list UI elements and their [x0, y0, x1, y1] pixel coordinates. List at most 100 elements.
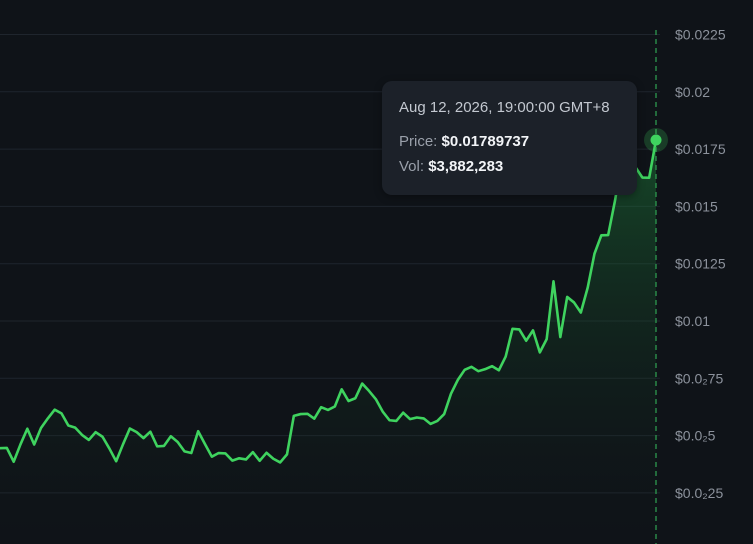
data-point [579, 311, 583, 315]
data-point [217, 451, 221, 455]
data-point [176, 440, 180, 444]
data-point [101, 435, 105, 439]
data-point [312, 417, 316, 421]
data-point [39, 426, 43, 430]
data-point [586, 286, 590, 290]
data-point [353, 396, 357, 400]
data-point [565, 295, 569, 299]
data-point [524, 339, 528, 343]
y-tick-label: $0.0175 [675, 141, 726, 157]
data-point [114, 459, 118, 463]
tooltip-volume-value: $3,882,283 [428, 158, 504, 175]
hover-point-marker[interactable] [650, 134, 662, 146]
data-point [401, 411, 405, 415]
y-tick-label: $0.0225 [675, 27, 726, 43]
data-point [531, 328, 535, 332]
data-point [347, 399, 351, 403]
data-point [306, 412, 310, 416]
data-point [558, 335, 562, 339]
data-point [5, 446, 9, 450]
price-area-fill [0, 139, 656, 544]
data-point [196, 429, 200, 433]
data-point [183, 449, 187, 453]
data-point [169, 434, 173, 438]
data-point [142, 436, 146, 440]
data-point [470, 365, 474, 369]
data-point [258, 459, 262, 463]
data-point [87, 438, 91, 442]
y-tick-label: $0.0125 [675, 256, 726, 272]
data-point [640, 176, 644, 180]
data-point [244, 457, 248, 461]
tooltip-price-row: Price: $0.01789737 [399, 133, 637, 150]
data-point [60, 411, 64, 415]
y-tick-label: $0.0₂75 [675, 370, 723, 386]
data-point [265, 451, 269, 455]
data-point [572, 300, 576, 304]
y-axis: $0.0225 $0.02 $0.0175 $0.015 $0.0125 $0.01 $0.… [675, 27, 726, 501]
data-point [647, 176, 651, 180]
y-tick-label: $0.01 [675, 313, 710, 329]
data-point [148, 430, 152, 434]
tooltip-price-value: $0.01789737 [441, 133, 530, 150]
data-point [340, 387, 344, 391]
data-point [422, 416, 426, 420]
data-point [299, 412, 303, 416]
data-point [504, 355, 508, 359]
data-point [25, 427, 29, 431]
data-point [613, 199, 617, 203]
data-point [552, 279, 556, 283]
data-point [326, 408, 330, 412]
data-point [517, 327, 521, 331]
data-point [162, 444, 166, 448]
data-point [278, 460, 282, 464]
data-point [135, 430, 139, 434]
data-point [545, 337, 549, 341]
data-point [251, 450, 255, 454]
tooltip-volume-row: Vol: $3,882,283 [399, 158, 637, 175]
data-point [483, 367, 487, 371]
data-point [442, 412, 446, 416]
tooltip-price-label: Price: [399, 133, 438, 150]
price-line [0, 138, 658, 464]
data-point [19, 442, 23, 446]
data-point [429, 422, 433, 426]
data-point [32, 443, 36, 447]
data-point [94, 430, 98, 434]
data-point [210, 455, 214, 459]
data-point [224, 451, 228, 455]
data-point [107, 446, 111, 450]
data-point [360, 382, 364, 386]
data-point [606, 233, 610, 237]
price-tooltip: Aug 12, 2026, 19:00:00 GMT+8 Price: $0.0… [382, 81, 637, 195]
data-point [435, 419, 439, 423]
data-point [128, 426, 132, 430]
data-point [292, 414, 296, 418]
data-point [511, 327, 515, 331]
data-point [599, 233, 603, 237]
data-point [230, 459, 234, 463]
y-tick-label: $0.0₂5 [675, 428, 716, 444]
data-point [415, 415, 419, 419]
data-point [121, 442, 125, 446]
data-point [463, 368, 467, 372]
data-point [490, 364, 494, 368]
data-point [381, 410, 385, 414]
data-point [497, 368, 501, 372]
tooltip-volume-label: Vol: [399, 158, 425, 175]
data-point [203, 442, 207, 446]
data-point [53, 408, 57, 412]
data-point [394, 419, 398, 423]
data-point [408, 417, 412, 421]
data-point [476, 369, 480, 373]
data-point [66, 424, 70, 428]
data-point [12, 460, 16, 464]
data-point [538, 350, 542, 354]
data-point [593, 252, 597, 256]
data-point [271, 457, 275, 461]
data-point [388, 418, 392, 422]
data-point [319, 405, 323, 409]
data-point [46, 416, 50, 420]
data-point [456, 378, 460, 382]
